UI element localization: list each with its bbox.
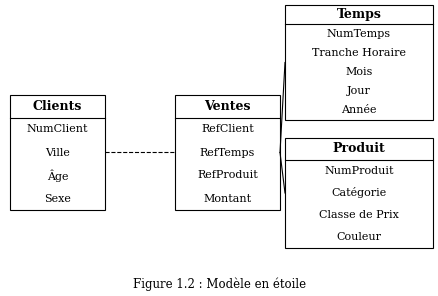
Text: Tranche Horaire: Tranche Horaire (311, 48, 405, 58)
Text: Mois: Mois (345, 67, 372, 77)
Text: Ville: Ville (45, 147, 70, 157)
Text: Année: Année (340, 105, 376, 115)
Bar (175, 95, 279, 210)
Text: Jour: Jour (346, 86, 370, 96)
Text: Produit: Produit (332, 142, 385, 155)
Text: NumTemps: NumTemps (326, 29, 390, 39)
Bar (284, 138, 432, 248)
Text: Ventes: Ventes (204, 100, 250, 113)
Text: RefTemps: RefTemps (199, 147, 254, 157)
Text: Temps: Temps (336, 8, 381, 21)
Text: Classe de Prix: Classe de Prix (318, 210, 398, 220)
Text: RefProduit: RefProduit (197, 170, 257, 181)
Text: Figure 1.2 : Modèle en étoile: Figure 1.2 : Modèle en étoile (133, 277, 305, 291)
Text: Montant: Montant (203, 194, 251, 204)
Bar (284, 5, 432, 120)
Bar (10, 95, 105, 210)
Text: Sexe: Sexe (44, 194, 71, 204)
Text: Clients: Clients (33, 100, 82, 113)
Text: Couleur: Couleur (336, 232, 381, 242)
Text: RefClient: RefClient (201, 125, 253, 134)
Text: NumClient: NumClient (27, 125, 88, 134)
Text: Catégorie: Catégorie (331, 187, 386, 199)
Text: NumProduit: NumProduit (324, 166, 393, 176)
Text: Âge: Âge (46, 169, 68, 182)
